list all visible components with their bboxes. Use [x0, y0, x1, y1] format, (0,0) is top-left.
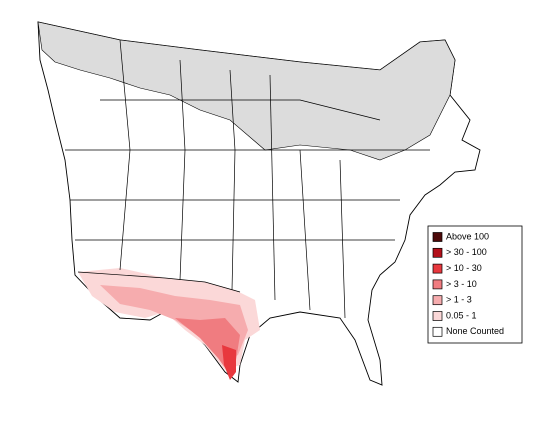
uncounted-range — [37, 21, 456, 161]
legend: Above 100 > 30 - 100 > 10 - 30 > 3 - 10 > 1 … — [432, 231, 504, 337]
legend-box — [427, 225, 523, 344]
legend-swatch — [432, 311, 443, 321]
legend-swatch — [432, 279, 443, 290]
legend-label: 0.05 - 1 — [446, 310, 477, 320]
legend-label: > 30 - 100 — [446, 247, 487, 257]
legend-label: Above 100 — [446, 231, 489, 241]
legend-swatch — [432, 326, 443, 337]
legend-swatch — [432, 232, 443, 242]
legend-swatch — [432, 295, 443, 306]
legend-label: > 1 - 3 — [446, 295, 472, 305]
legend-label: None Counted — [446, 326, 504, 336]
borders — [65, 39, 430, 319]
legend-swatch — [432, 263, 443, 274]
legend-label: > 10 - 30 — [446, 263, 482, 273]
count-area — [222, 345, 236, 380]
legend-swatch — [432, 247, 443, 258]
legend-label: > 3 - 10 — [446, 279, 477, 289]
